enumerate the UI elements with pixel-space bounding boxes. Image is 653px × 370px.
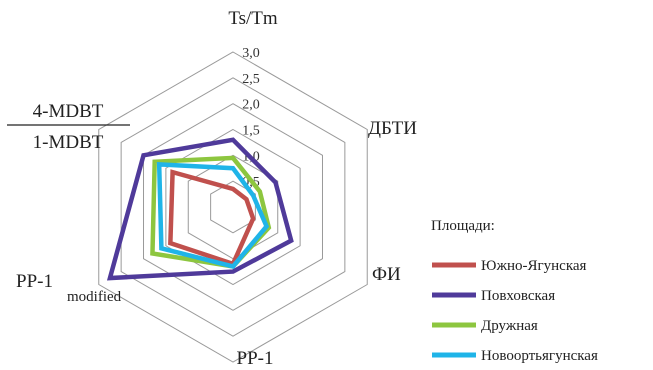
axis-label-dbti: ДБТИ xyxy=(368,118,417,139)
grid-ring-5 xyxy=(120,77,346,337)
axis-label-pp1-modified-main: PP-1 xyxy=(16,271,53,292)
axis-label-ts-tm: Ts/Tm xyxy=(228,8,278,29)
axis-label-pp1: PP-1 xyxy=(237,348,274,369)
axis-label-fi: ФИ xyxy=(372,264,401,285)
grid-ring-3 xyxy=(165,128,301,286)
legend-label: Южно-Ягунская xyxy=(481,258,587,274)
tick-label: 1,5 xyxy=(242,124,260,139)
tick-label: 3,0 xyxy=(242,46,260,61)
series-line-4 xyxy=(156,162,270,269)
radar-grid xyxy=(98,51,368,363)
tick-label: 2,5 xyxy=(242,72,260,87)
axis-label-mdbt-ratio: 4-MDBT 1-MDBT xyxy=(7,101,130,153)
radar-series xyxy=(106,137,294,281)
legend-label: Повховская xyxy=(481,288,555,304)
axis-label-mdbt-numerator: 4-MDBT xyxy=(33,101,104,122)
legend-title: Площади: xyxy=(431,218,495,234)
grid-ring-6 xyxy=(98,51,368,363)
axis-label-mdbt-denominator: 1-MDBT xyxy=(33,132,104,153)
axis-label-pp1-modified-sub: modified xyxy=(67,289,122,305)
legend-items: Южно-Ягунская Повховская Дружная Новоортьяг… xyxy=(432,258,598,364)
legend-label: Дружная xyxy=(481,318,538,334)
tick-label: 2,0 xyxy=(242,98,260,113)
legend-label: Новоортьягунская xyxy=(481,348,598,364)
series-line-2 xyxy=(106,137,294,281)
axis-label-pp1-modified: PP-1 modified xyxy=(16,271,122,305)
legend: Площади: Южно-Ягунская Повховская Дружная Н… xyxy=(431,218,598,364)
grid-ring-1 xyxy=(210,180,256,234)
